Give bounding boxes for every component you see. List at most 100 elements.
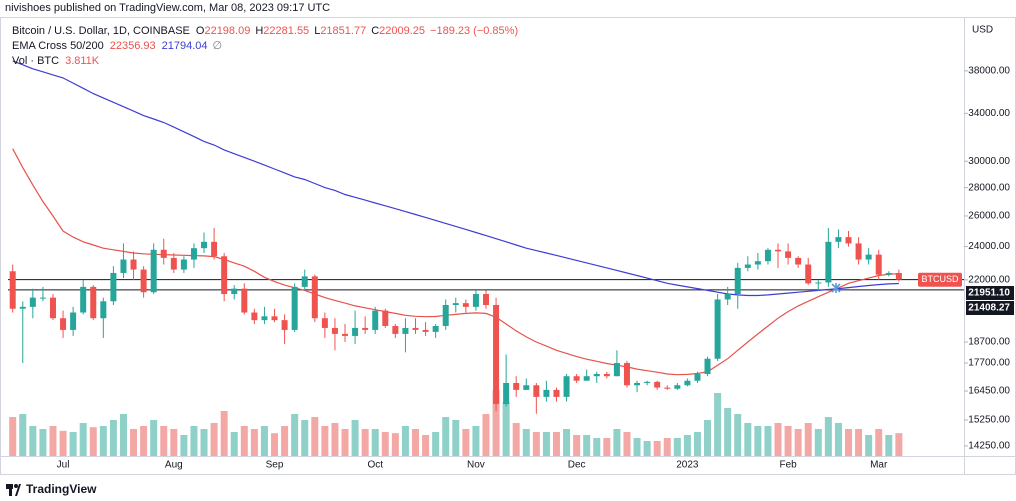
volume-bar — [140, 426, 148, 456]
candle-body — [452, 303, 459, 305]
volume-bar — [361, 429, 369, 456]
x-tick-label: Nov — [467, 460, 485, 471]
candle-body — [241, 288, 248, 313]
volume-bar — [774, 423, 782, 456]
volume-bar — [230, 432, 238, 456]
volume-bar — [512, 423, 520, 456]
candle-body — [90, 286, 97, 319]
volume-bar — [673, 438, 681, 456]
legend-ohlc-value: 21851.77 — [320, 25, 366, 37]
volume-bar — [210, 423, 218, 456]
candle-body — [422, 329, 429, 332]
x-tick-label: Mar — [870, 460, 888, 471]
volume-bar — [865, 435, 873, 456]
legend-ohlc-key: C — [371, 25, 379, 37]
volume-bar — [724, 408, 732, 456]
candle-body — [291, 286, 298, 330]
candle-body — [9, 271, 16, 309]
volume-bar — [895, 433, 903, 456]
candle-body — [49, 297, 56, 319]
candle-body — [170, 257, 177, 270]
candle-body — [201, 241, 208, 249]
candle-body — [805, 264, 812, 284]
candle-body — [362, 327, 369, 330]
candle-body — [311, 276, 318, 319]
candle-body — [684, 380, 691, 386]
volume-bar — [351, 420, 359, 456]
candle-body — [654, 381, 661, 388]
candle-body — [462, 303, 469, 307]
cross-marker — [831, 283, 841, 293]
candle-body — [110, 272, 117, 302]
legend-ohlc-key: L — [314, 25, 320, 37]
candle-body — [563, 376, 570, 397]
candle-body — [573, 376, 580, 381]
candle-body — [553, 389, 560, 397]
y-tick-label: 14250.00 — [968, 441, 1010, 452]
volume-bar — [452, 420, 460, 456]
volume-bar — [190, 426, 198, 456]
volume-bar — [583, 435, 591, 456]
candle-body — [39, 297, 46, 299]
volume-bar — [150, 420, 158, 456]
volume-bar — [39, 429, 47, 456]
legend-ohlc-value: 22281.55 — [263, 25, 309, 37]
candle-body — [845, 237, 852, 244]
legend-change: −189.23 (−0.85%) — [430, 25, 518, 37]
legend-volume: Vol · BTC 3.811K — [12, 55, 100, 67]
y-tick-label: 34000.00 — [968, 108, 1010, 119]
candle-body — [342, 333, 349, 336]
volume-bar — [412, 429, 419, 456]
footer-brand: TradingView — [26, 482, 97, 496]
price-label: 21951.10 — [968, 288, 1010, 299]
price-label-box — [966, 301, 1014, 315]
candle-body — [623, 363, 630, 386]
volume-bar — [250, 429, 258, 456]
candle-body — [352, 327, 359, 336]
candle-body — [855, 243, 862, 260]
candle-body — [29, 297, 36, 307]
volume-bar — [240, 426, 248, 456]
candle-body — [180, 259, 187, 270]
volume-bar — [371, 429, 379, 456]
candle-body — [70, 312, 77, 330]
volume-bar — [29, 426, 37, 456]
candle-body — [815, 282, 822, 284]
candle-body — [613, 363, 620, 377]
legend-indicator-name: EMA Cross 50/200 — [12, 40, 104, 52]
candle-body — [865, 254, 872, 260]
candle-body — [593, 373, 600, 377]
x-tick-label: Sep — [266, 460, 284, 471]
y-tick-label: 16450.00 — [968, 386, 1010, 397]
volume-bar — [784, 426, 792, 456]
plot-area — [8, 60, 964, 456]
x-tick-label: Dec — [568, 460, 586, 471]
volume-bar — [291, 414, 299, 456]
candle-body — [714, 299, 721, 359]
candle-body — [664, 387, 671, 389]
legend-ohlc-value: 22198.09 — [204, 25, 250, 37]
volume-bar — [482, 414, 490, 456]
y-tick-label: 30000.00 — [968, 156, 1010, 167]
volume-bar — [593, 438, 601, 456]
candle-body — [261, 316, 268, 321]
y-tick-label: 28000.00 — [968, 182, 1010, 193]
volume-bar — [714, 393, 722, 456]
volume-bar — [19, 414, 27, 456]
legend-indicator: EMA Cross 50/200 22356.93 21794.04 ∅ — [12, 40, 222, 52]
volume-bar — [552, 432, 560, 456]
volume-bar — [764, 426, 772, 456]
candle-body — [744, 264, 751, 268]
volume-bar — [119, 414, 127, 456]
candle-body — [372, 310, 379, 330]
legend-volume-value: 3.811K — [65, 55, 100, 67]
candle-body — [523, 385, 530, 390]
volume-bar — [885, 435, 893, 456]
volume-bar — [49, 426, 57, 456]
y-axis-title: USD — [972, 25, 993, 36]
candle-body — [100, 301, 107, 319]
volume-bar — [814, 429, 822, 456]
x-tick-label: Oct — [367, 460, 383, 471]
candle-body — [301, 276, 308, 287]
volume-bar — [633, 438, 641, 456]
